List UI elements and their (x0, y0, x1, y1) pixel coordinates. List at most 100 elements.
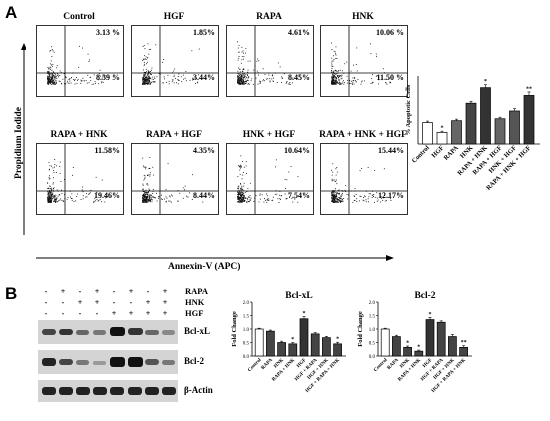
upper-right-percent: 15.44% (378, 146, 404, 155)
bar (509, 110, 520, 145)
flow-plot-title: HGF (163, 12, 185, 22)
treatment-sign: - (61, 298, 65, 307)
bar (422, 122, 433, 145)
treatment-sign: + (77, 298, 83, 307)
flow-plot-title: RAPA (256, 12, 282, 22)
significance-mark: ** (461, 340, 467, 346)
scatter-dots (227, 26, 313, 96)
lower-right-percent: 12.17% (378, 191, 404, 200)
flow-plot (226, 25, 314, 97)
category-label: HNK (399, 358, 411, 370)
treatment-sign: + (60, 287, 66, 296)
upper-right-percent: 3.13 % (96, 28, 120, 37)
treatment-sign: + (94, 287, 100, 296)
treatment-sign: - (129, 298, 133, 307)
blot-label-beta-actin: β-Actin (184, 385, 213, 395)
chart-ylabel: Fold Change (357, 311, 364, 347)
category-label: Control (411, 144, 431, 164)
treatment-sign: - (61, 309, 65, 318)
upper-right-percent: 1.85% (193, 28, 215, 37)
treatment-sign: + (111, 309, 117, 318)
panel-a-y-axis (6, 40, 27, 240)
lower-right-percent: 19.46% (94, 191, 120, 200)
bcl-2-chart-svg: 0.0 0.5 1.0 1.5 2.0 Fold Change Bcl-2 ControlRA… (357, 291, 472, 394)
treatment-sign: + (128, 287, 134, 296)
treatment-sign: + (162, 287, 168, 296)
treatment-sign: + (145, 309, 151, 318)
y-tick-label: 0.0 (369, 355, 376, 360)
blot-bcl-2 (38, 350, 178, 374)
significance-mark: * (484, 79, 487, 85)
bar (266, 330, 275, 357)
bar (523, 95, 535, 145)
x-axis-arrow-icon (36, 255, 394, 261)
bar (392, 336, 401, 357)
chart-ylabel: Fold Change (231, 311, 238, 347)
treatment-sign: + (162, 298, 168, 307)
significance-mark: * (441, 126, 444, 132)
scatter-dots (132, 26, 218, 96)
scatter-dots (132, 144, 218, 214)
flow-plot-title: Control (63, 12, 95, 22)
bcl-xl-chart-svg: 0.0 0.5 1.0 1.5 2.0 Fold Change Bcl-xL ControlR… (231, 291, 346, 394)
chart-title: Bcl-2 (414, 291, 435, 301)
bar (288, 343, 298, 357)
flow-plot (131, 143, 219, 215)
scatter-dots (37, 26, 123, 96)
y-tick-label: 1.5 (369, 315, 376, 320)
bar (459, 347, 468, 357)
y-axis-label: Propidium Iodide (14, 107, 24, 179)
lower-right-percent: 8.44% (193, 191, 215, 200)
bcl-xl-chart: 0.0 0.5 1.0 1.5 2.0 Fold Change Bcl-xL Control R… (226, 288, 350, 416)
blot-beta-actin (38, 380, 178, 402)
bar (322, 337, 331, 357)
treatment-sign: + (162, 309, 168, 318)
blot-label-bcl-xl: Bcl-xL (184, 326, 210, 336)
upper-right-percent: 10.64% (284, 146, 310, 155)
bar (299, 318, 309, 357)
scatter-dots (37, 144, 123, 214)
y-tick-label: 2.0 (369, 301, 376, 306)
bar (333, 343, 342, 357)
upper-right-percent: 4.61% (288, 28, 310, 37)
lower-right-percent: 8.39 % (96, 73, 120, 82)
treatment-label: RAPA (185, 286, 208, 296)
lower-right-percent: 7.54% (288, 191, 310, 200)
bar (425, 319, 435, 357)
chart-ylabel: % Apoptotic Cells (405, 84, 412, 135)
upper-right-percent: 11.58% (94, 146, 120, 155)
bar (310, 333, 320, 357)
panel-a-x-axis (36, 250, 396, 261)
treatment-sign: - (78, 287, 82, 296)
bcl-2-chart: 0.0 0.5 1.0 1.5 2.0 Fold Change Bcl-2 Control RA… (352, 288, 476, 416)
flow-plot-title: RAPA + HGF (146, 130, 202, 140)
lower-right-percent: 3.44% (193, 73, 215, 82)
flow-plot (320, 143, 408, 215)
bar (403, 347, 412, 357)
treatment-sign: + (128, 309, 134, 318)
x-axis-label: Annexin-V (APC) (168, 262, 241, 272)
bar (480, 87, 491, 145)
category-label: HNK (273, 358, 285, 370)
treatment-sign: - (146, 287, 150, 296)
bar (380, 328, 390, 357)
significance-mark: * (336, 337, 339, 343)
significance-mark: * (291, 337, 294, 343)
bar (436, 321, 446, 357)
treatment-sign: + (145, 298, 151, 307)
y-tick-label: 2.0 (243, 301, 250, 306)
flow-plot (36, 143, 124, 215)
treatment-sign: - (95, 309, 99, 318)
treatment-sign: - (112, 298, 116, 307)
y-tick-label: 1.5 (243, 315, 250, 320)
category-label: HGF (422, 358, 433, 369)
bar (451, 120, 462, 145)
treatment-label: HNK (185, 297, 205, 307)
flow-plot-title: RAPA + HNK + HGF (319, 130, 407, 140)
scatter-dots (321, 144, 407, 214)
significance-mark: * (406, 341, 409, 347)
bar (465, 102, 477, 145)
treatment-sign: - (78, 309, 82, 318)
category-label: RAPA (443, 144, 461, 162)
y-tick-label: 1.0 (243, 328, 250, 333)
